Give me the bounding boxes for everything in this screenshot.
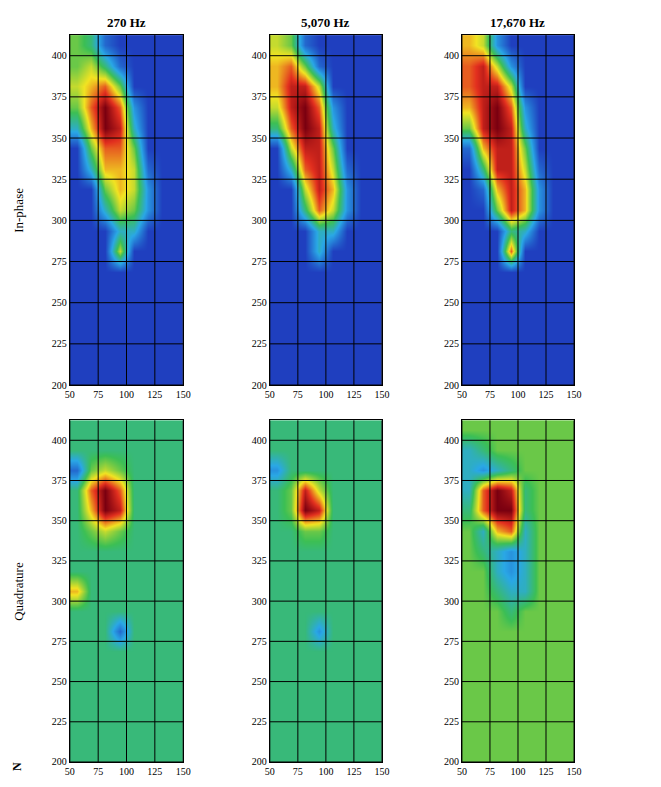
svg-text:375: 375 — [252, 91, 267, 102]
svg-text:125: 125 — [539, 766, 554, 777]
svg-text:325: 325 — [444, 174, 459, 185]
svg-text:50: 50 — [65, 766, 75, 777]
svg-text:250: 250 — [444, 676, 459, 687]
svg-text:225: 225 — [252, 716, 267, 727]
svg-text:225: 225 — [52, 716, 67, 727]
svg-text:225: 225 — [444, 716, 459, 727]
svg-text:150: 150 — [176, 766, 191, 777]
svg-text:225: 225 — [52, 338, 67, 349]
svg-text:75: 75 — [93, 389, 103, 400]
svg-text:N: N — [10, 762, 24, 771]
svg-text:50: 50 — [457, 389, 467, 400]
svg-text:150: 150 — [374, 389, 389, 400]
svg-text:200: 200 — [52, 756, 67, 767]
svg-text:75: 75 — [485, 389, 495, 400]
svg-text:250: 250 — [52, 297, 67, 308]
svg-text:75: 75 — [93, 766, 103, 777]
svg-text:150: 150 — [176, 389, 191, 400]
svg-text:400: 400 — [252, 435, 267, 446]
svg-text:200: 200 — [444, 380, 459, 391]
svg-text:50: 50 — [265, 766, 275, 777]
svg-text:100: 100 — [119, 389, 134, 400]
svg-text:300: 300 — [252, 215, 267, 226]
svg-text:375: 375 — [444, 475, 459, 486]
svg-text:275: 275 — [252, 636, 267, 647]
svg-text:325: 325 — [52, 555, 67, 566]
svg-text:375: 375 — [52, 91, 67, 102]
svg-text:400: 400 — [444, 50, 459, 61]
svg-text:400: 400 — [444, 435, 459, 446]
svg-text:225: 225 — [252, 338, 267, 349]
svg-text:75: 75 — [293, 766, 303, 777]
svg-text:300: 300 — [252, 596, 267, 607]
svg-text:375: 375 — [444, 91, 459, 102]
svg-text:300: 300 — [444, 596, 459, 607]
svg-text:250: 250 — [252, 297, 267, 308]
svg-text:300: 300 — [52, 596, 67, 607]
svg-text:150: 150 — [567, 766, 582, 777]
svg-text:125: 125 — [147, 389, 162, 400]
svg-text:275: 275 — [52, 256, 67, 267]
svg-text:400: 400 — [52, 50, 67, 61]
svg-text:100: 100 — [510, 389, 525, 400]
svg-text:Quadrature: Quadrature — [11, 562, 26, 621]
svg-text:275: 275 — [252, 256, 267, 267]
svg-text:200: 200 — [52, 380, 67, 391]
svg-text:17,670 Hz: 17,670 Hz — [490, 15, 545, 30]
svg-text:275: 275 — [444, 256, 459, 267]
svg-text:75: 75 — [293, 389, 303, 400]
svg-text:270 Hz: 270 Hz — [107, 15, 146, 30]
svg-text:325: 325 — [52, 174, 67, 185]
svg-text:5,070 Hz: 5,070 Hz — [301, 15, 350, 30]
svg-text:325: 325 — [252, 174, 267, 185]
svg-text:150: 150 — [567, 389, 582, 400]
svg-text:325: 325 — [444, 555, 459, 566]
svg-text:325: 325 — [252, 555, 267, 566]
svg-text:100: 100 — [119, 766, 134, 777]
svg-text:350: 350 — [444, 133, 459, 144]
svg-text:400: 400 — [252, 50, 267, 61]
svg-text:50: 50 — [65, 389, 75, 400]
svg-text:150: 150 — [374, 766, 389, 777]
svg-text:In-phase: In-phase — [11, 188, 26, 233]
svg-text:275: 275 — [52, 636, 67, 647]
svg-text:350: 350 — [52, 515, 67, 526]
svg-text:350: 350 — [252, 133, 267, 144]
svg-text:375: 375 — [252, 475, 267, 486]
svg-text:100: 100 — [510, 766, 525, 777]
svg-text:100: 100 — [318, 389, 333, 400]
svg-text:125: 125 — [147, 766, 162, 777]
svg-text:50: 50 — [265, 389, 275, 400]
svg-text:400: 400 — [52, 435, 67, 446]
svg-text:200: 200 — [252, 756, 267, 767]
svg-text:250: 250 — [52, 676, 67, 687]
svg-text:300: 300 — [52, 215, 67, 226]
svg-text:275: 275 — [444, 636, 459, 647]
svg-text:100: 100 — [318, 766, 333, 777]
svg-text:75: 75 — [485, 766, 495, 777]
svg-text:375: 375 — [52, 475, 67, 486]
svg-text:225: 225 — [444, 338, 459, 349]
svg-text:125: 125 — [539, 389, 554, 400]
svg-text:125: 125 — [346, 389, 361, 400]
svg-text:50: 50 — [457, 766, 467, 777]
svg-text:125: 125 — [346, 766, 361, 777]
svg-text:350: 350 — [252, 515, 267, 526]
svg-text:250: 250 — [444, 297, 459, 308]
svg-text:350: 350 — [52, 133, 67, 144]
svg-text:250: 250 — [252, 676, 267, 687]
svg-text:300: 300 — [444, 215, 459, 226]
svg-text:200: 200 — [444, 756, 459, 767]
svg-text:200: 200 — [252, 380, 267, 391]
svg-text:350: 350 — [444, 515, 459, 526]
